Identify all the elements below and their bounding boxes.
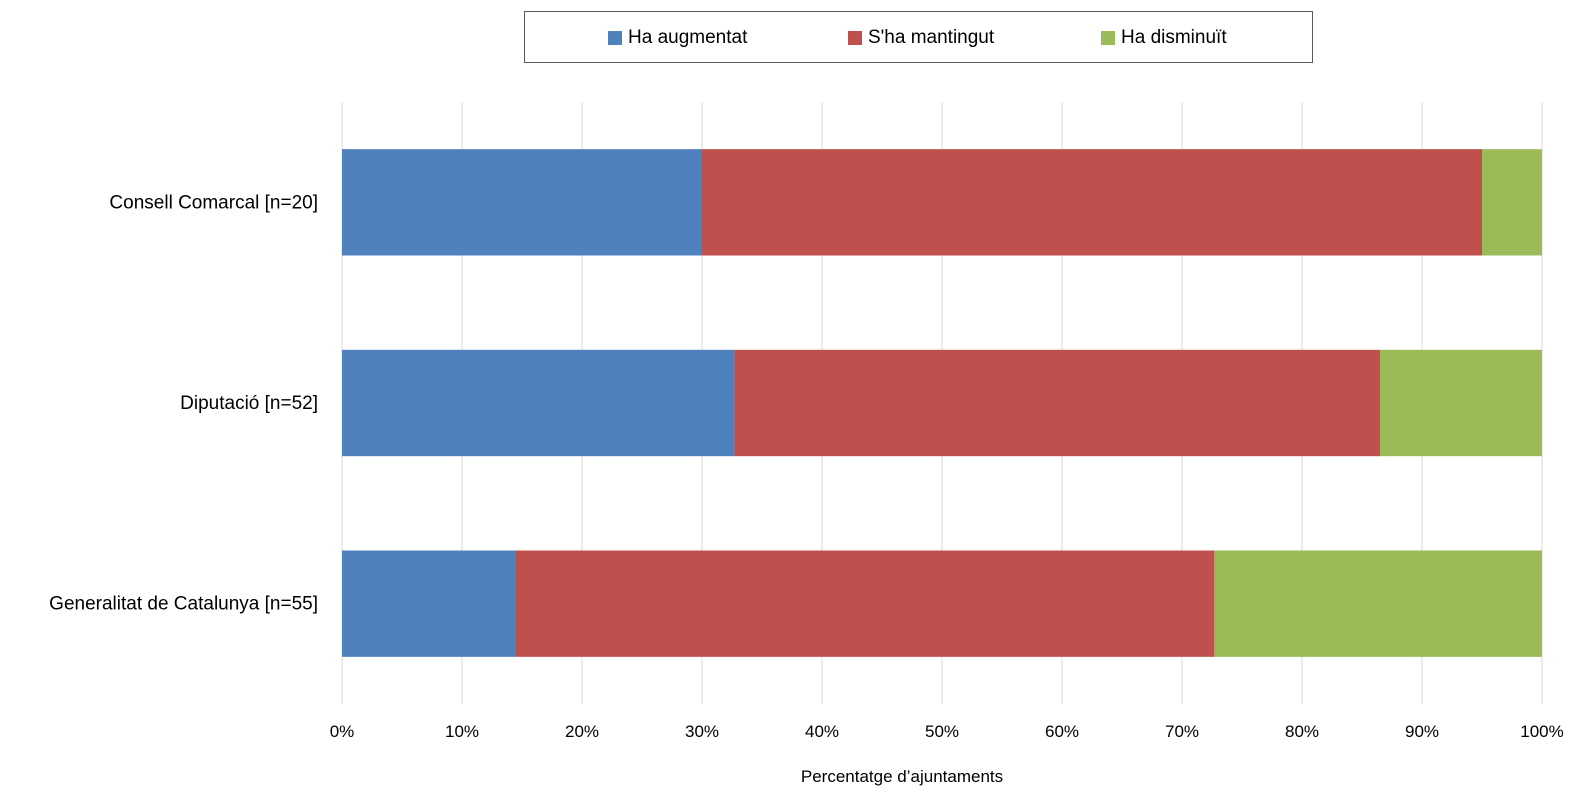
x-tick-label: 30% (685, 722, 719, 741)
x-tick-label: 90% (1405, 722, 1439, 741)
legend-swatch-augmentat (608, 31, 622, 45)
bar-segment (516, 550, 1215, 657)
bar-segment (1214, 550, 1542, 657)
category-labels: Consell Comarcal [n=20] Diputació [n=52] G… (49, 192, 318, 614)
bar-segment (702, 149, 1482, 256)
legend-label-augmentat: Ha augmentat (628, 27, 748, 48)
bar-segment (342, 149, 702, 256)
x-tick-label: 10% (445, 722, 479, 741)
x-axis-title: Percentatge d’ajuntaments (801, 767, 1003, 786)
legend-item-mantingut: S'ha mantingut (848, 12, 994, 64)
bar-segment (1482, 149, 1542, 256)
x-tick-label: 60% (1045, 722, 1079, 741)
legend-item-augmentat: Ha augmentat (608, 12, 747, 64)
bars (342, 149, 1542, 657)
bar-segment (342, 550, 516, 657)
legend-swatch-disminuit (1101, 31, 1115, 45)
category-label: Generalitat de Catalunya [n=55] (49, 594, 318, 615)
bar-segment (342, 349, 735, 457)
legend-item-disminuit: Ha disminuït (1101, 12, 1227, 64)
x-tick-label: 0% (330, 722, 355, 741)
x-tick-label: 40% (805, 722, 839, 741)
legend-swatch-mantingut (848, 31, 862, 45)
x-tick-label: 20% (565, 722, 599, 741)
legend: Ha augmentat S'ha mantingut Ha disminuït (524, 11, 1313, 63)
legend-label-mantingut: S'ha mantingut (868, 27, 995, 48)
x-tick-label: 80% (1285, 722, 1319, 741)
bar-segment (734, 349, 1380, 457)
legend-label-disminuit: Ha disminuït (1121, 27, 1227, 48)
category-label: Diputació [n=52] (180, 393, 318, 414)
x-tick-label: 50% (925, 722, 959, 741)
x-tick-labels: 0% 10% 20% 30% 40% 50% 60% 70% 80% 90% 100% (330, 722, 1564, 741)
x-tick-label: 100% (1520, 722, 1563, 741)
x-tick-label: 70% (1165, 722, 1199, 741)
category-label: Consell Comarcal [n=20] (109, 192, 318, 213)
bar-segment (1380, 349, 1542, 457)
